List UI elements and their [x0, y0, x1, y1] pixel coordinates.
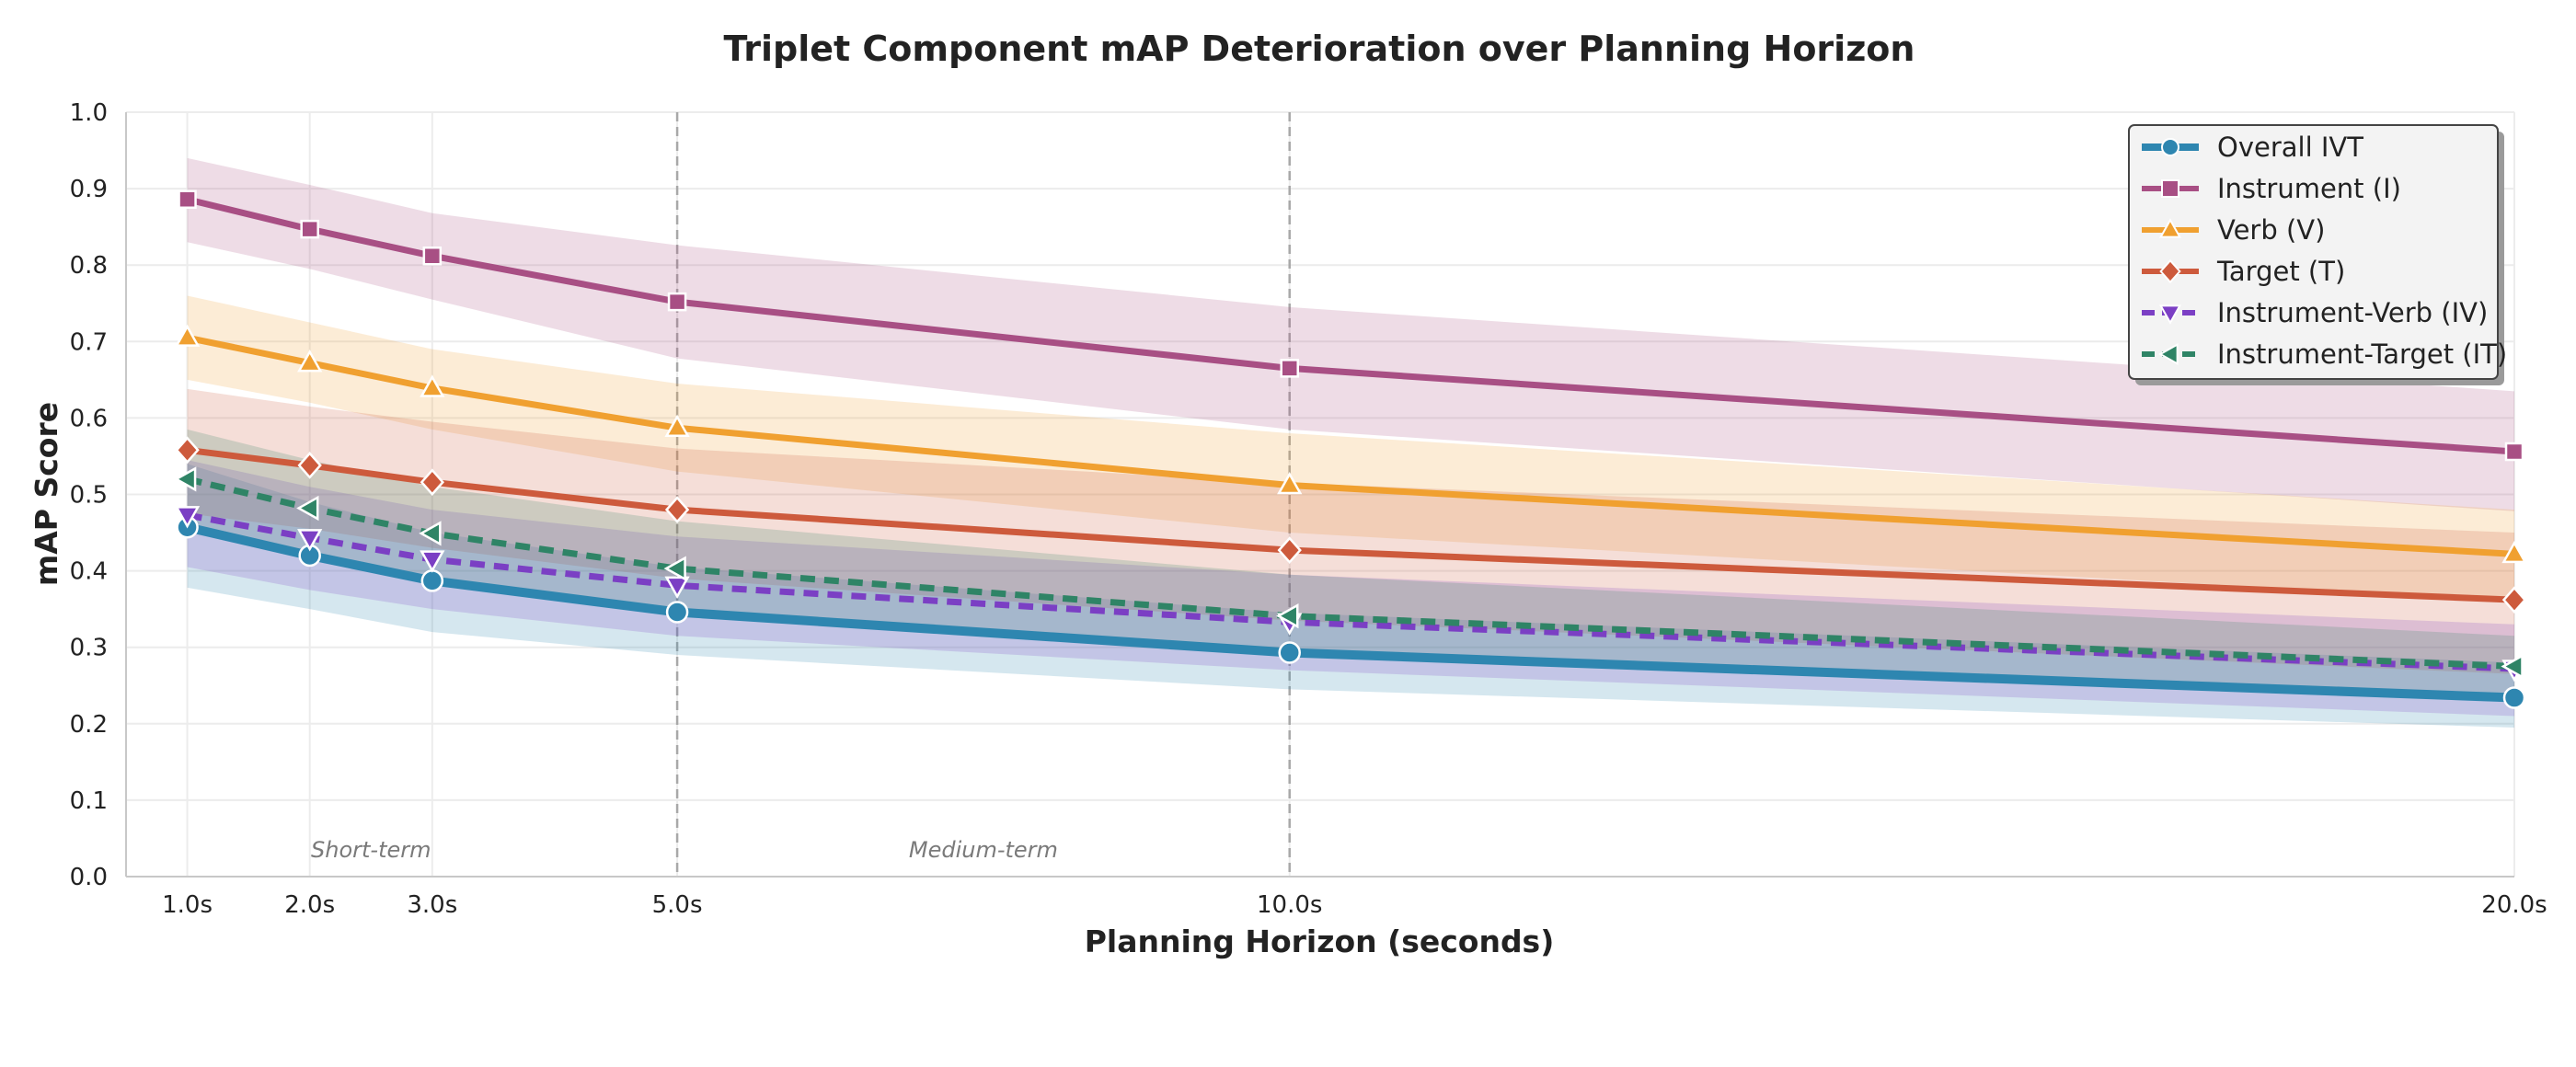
legend-box [2128, 124, 2499, 380]
data-point [297, 350, 323, 373]
region-label: Medium-term [909, 837, 1058, 863]
region-label: Short-term [311, 837, 431, 863]
data-point [667, 292, 687, 312]
data-point [420, 374, 445, 397]
y-tick-label: 0.1 [70, 787, 108, 815]
series-line [182, 522, 2519, 703]
data-point [420, 468, 444, 497]
y-tick-label: 0.7 [70, 328, 108, 356]
data-point [297, 452, 322, 479]
data-point [174, 506, 201, 529]
data-point [422, 246, 443, 266]
data-point [300, 219, 319, 239]
data-point [2504, 442, 2524, 462]
x-tick-label: 1.0s [162, 891, 213, 919]
data-point [664, 414, 690, 437]
legend-swatch-marker [2158, 218, 2182, 238]
data-point [296, 495, 319, 522]
region-labels: Short-term Medium-term [311, 837, 1058, 863]
y-tick-label: 0.6 [70, 405, 108, 432]
legend-swatch-marker [2159, 258, 2181, 284]
data-point [1278, 641, 1301, 664]
y-tick-label: 0.9 [70, 176, 108, 203]
legend-label: Target (T) [2216, 256, 2345, 287]
legend-label: Overall IVT [2217, 132, 2363, 163]
legend-items: Overall IVT Instrument (I) Verb (V) Target … [2142, 132, 2507, 370]
legend-item: Overall IVT [2142, 132, 2363, 163]
legend-label: Verb (V) [2217, 214, 2325, 246]
y-tick-label: 1.0 [70, 99, 108, 127]
chart-title: Triplet Component mAP Deterioration over… [724, 29, 1915, 69]
data-point [420, 550, 445, 573]
y-tick-label: 0.2 [70, 711, 108, 739]
data-point [174, 466, 197, 492]
data-point [420, 569, 444, 592]
series-line [186, 511, 2515, 672]
y-tick-label: 0.3 [70, 635, 108, 662]
legend-swatch-marker [2160, 138, 2180, 156]
confidence-bands [187, 157, 2514, 728]
y-axis-title: mAP Score [29, 402, 64, 586]
legend-item: Instrument-Target (IT) [2142, 338, 2507, 370]
confidence-band [187, 388, 2514, 674]
data-point [1277, 536, 1302, 565]
confidence-band [187, 460, 2514, 717]
x-tick-label: 10.0s [1257, 891, 1322, 919]
legend-item: Instrument (I) [2142, 173, 2401, 204]
confidence-band [187, 464, 2514, 728]
data-point [1276, 602, 1299, 629]
legend-swatch-marker [2158, 342, 2179, 366]
series-markers [174, 189, 2527, 709]
data-point [178, 189, 197, 209]
data-point [2501, 653, 2524, 680]
confidence-band [187, 157, 2514, 511]
series-lines [182, 196, 2519, 703]
data-point [419, 521, 442, 546]
y-tick-label: 0.8 [70, 252, 108, 280]
x-tick-label: 2.0s [284, 891, 335, 919]
x-tick-label: 3.0s [407, 891, 457, 919]
series-line [184, 196, 2518, 455]
data-point [175, 436, 200, 465]
data-point [2501, 540, 2527, 564]
series-line [184, 446, 2518, 603]
legend-label: Instrument (I) [2217, 173, 2401, 204]
reference-lines [675, 112, 1291, 877]
data-point [2501, 586, 2527, 614]
data-point [297, 529, 323, 552]
data-point [1280, 359, 1299, 378]
data-point [174, 324, 201, 347]
legend: Overall IVT Instrument (I) Verb (V) Target … [2128, 124, 2507, 385]
legend-swatch-marker [2158, 304, 2182, 325]
legend-item: Target (T) [2142, 256, 2345, 287]
legend-label: Instrument-Target (IT) [2217, 338, 2507, 370]
legend-item: Verb (V) [2142, 214, 2325, 246]
confidence-band [187, 295, 2514, 602]
x-tick-label: 5.0s [652, 891, 703, 919]
axes [125, 112, 2514, 878]
data-point [2502, 686, 2526, 709]
data-point [664, 496, 690, 524]
x-tick-labels: 1.0s 2.0s 3.0s 5.0s 10.0s 20.0s [162, 891, 2547, 919]
legend-swatch-marker [2161, 179, 2179, 198]
data-point [298, 544, 321, 568]
y-tick-labels: 0.0 0.1 0.2 0.3 0.4 0.5 0.6 0.7 0.8 0.9 1.0 [70, 99, 108, 891]
y-tick-label: 0.5 [70, 482, 108, 510]
legend-label: Instrument-Verb (IV) [2217, 297, 2488, 328]
data-point [664, 576, 690, 599]
x-axis-title: Planning Horizon (seconds) [1085, 924, 1555, 959]
confidence-band [187, 429, 2514, 701]
y-tick-label: 0.4 [70, 558, 108, 586]
data-point [1277, 471, 1303, 495]
y-tick-label: 0.0 [70, 864, 108, 891]
legend-item: Instrument-Verb (IV) [2142, 297, 2488, 328]
data-point [665, 601, 689, 624]
series-line [186, 476, 2515, 670]
series-line [184, 334, 2518, 557]
data-point [663, 556, 686, 581]
x-tick-label: 20.0s [2481, 891, 2547, 919]
